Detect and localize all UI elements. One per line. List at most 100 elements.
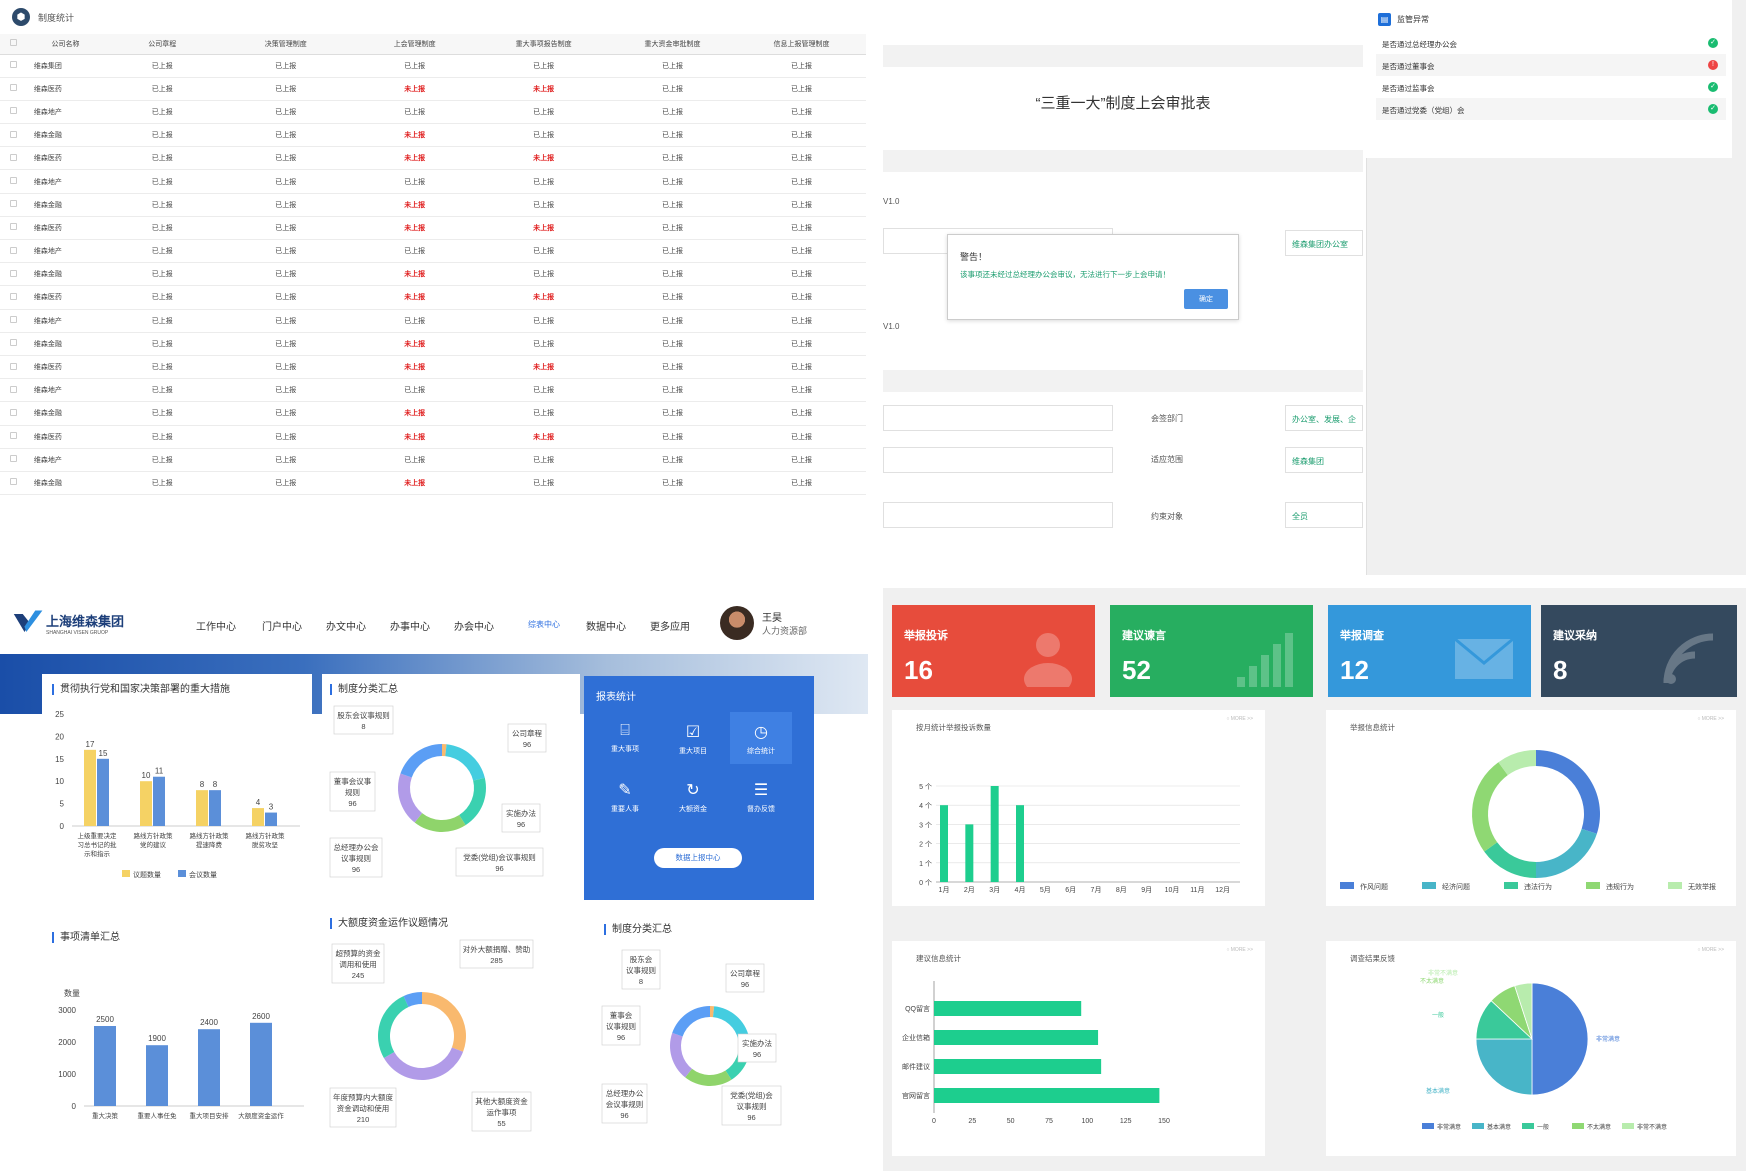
row-checkbox[interactable] bbox=[10, 130, 18, 138]
row-checkbox[interactable] bbox=[10, 455, 18, 463]
row-select-cell[interactable] bbox=[0, 54, 28, 78]
report-button[interactable]: ◷ 综合统计 bbox=[730, 712, 792, 764]
dialog-confirm-button[interactable]: 确定 bbox=[1184, 289, 1228, 309]
row-select-cell[interactable] bbox=[0, 146, 28, 171]
report-button-label: 重大事项 bbox=[611, 746, 639, 753]
org-field[interactable]: 维森集团办公室 bbox=[1285, 230, 1363, 256]
check-icon: ✓ bbox=[1708, 38, 1718, 48]
row-select-cell[interactable] bbox=[0, 169, 28, 194]
row-checkbox[interactable] bbox=[10, 316, 18, 324]
row-checkbox[interactable] bbox=[10, 153, 18, 161]
row-select-cell[interactable] bbox=[0, 401, 28, 426]
y-tick-label: 1000 bbox=[58, 1070, 76, 1079]
row-select-cell[interactable] bbox=[0, 193, 28, 217]
stat-card[interactable]: 建议采纳 8 bbox=[1541, 605, 1737, 697]
user-profile[interactable]: 王昊 人力资源部 bbox=[720, 606, 807, 640]
row-checkbox[interactable] bbox=[10, 362, 18, 370]
row-select-cell[interactable] bbox=[0, 471, 28, 496]
x-tick-label: 重大项目安排 bbox=[190, 1111, 230, 1120]
report-status: 已上报 bbox=[221, 193, 351, 217]
report-status: 已上报 bbox=[737, 54, 866, 78]
report-status: 已上报 bbox=[479, 378, 609, 403]
row-checkbox[interactable] bbox=[10, 177, 18, 185]
icon-shape bbox=[1024, 663, 1072, 687]
more-link[interactable]: ○ MORE >> bbox=[1697, 947, 1724, 953]
row-checkbox[interactable] bbox=[10, 107, 18, 115]
nav-item[interactable]: 办事中心 bbox=[390, 622, 430, 633]
row-select-cell[interactable] bbox=[0, 262, 28, 287]
more-link[interactable]: ○ MORE >> bbox=[1226, 947, 1253, 953]
row-select-cell[interactable] bbox=[0, 309, 28, 333]
row-select-cell[interactable] bbox=[0, 448, 28, 472]
nav-item[interactable]: 门户中心 bbox=[262, 622, 302, 633]
scope-field[interactable]: 维森集团 bbox=[1285, 447, 1363, 473]
table-row: 维森地产 已上报 已上报 已上报 已上报 已上报 已上报 bbox=[0, 169, 866, 194]
supervision-item[interactable]: 是否通过董事会! bbox=[1376, 54, 1726, 76]
target-field[interactable]: 全员 bbox=[1285, 502, 1363, 528]
stat-label: 举报投诉 bbox=[904, 630, 948, 642]
row-checkbox[interactable] bbox=[10, 385, 18, 393]
row-checkbox[interactable] bbox=[10, 339, 18, 347]
supervision-header: ▤ 监管异常 bbox=[1378, 13, 1429, 26]
supervision-title: 监管异常 bbox=[1397, 15, 1429, 24]
stat-card[interactable]: 举报投诉 16 bbox=[892, 605, 1095, 697]
row-select-cell[interactable] bbox=[0, 425, 28, 449]
form-input-3[interactable] bbox=[883, 447, 1113, 473]
nav-item[interactable]: 办文中心 bbox=[326, 622, 366, 633]
row-select-cell[interactable] bbox=[0, 216, 28, 241]
supervision-item[interactable]: 是否通过监事会 ✓ bbox=[1376, 76, 1726, 98]
nav-item[interactable]: 数据中心 bbox=[586, 622, 626, 633]
data-report-center-button[interactable]: 数据上报中心 bbox=[654, 848, 742, 868]
stat-card[interactable]: 建议谏言 52 bbox=[1110, 605, 1313, 697]
stat-card[interactable]: 举报调查 12 bbox=[1328, 605, 1531, 697]
row-checkbox[interactable] bbox=[10, 269, 18, 277]
more-link[interactable]: ○ MORE >> bbox=[1226, 716, 1253, 722]
x-tick-label: 2月 bbox=[964, 886, 975, 894]
countersign-dept-field[interactable]: 办公室、发展、企 bbox=[1285, 405, 1363, 431]
supervision-item[interactable]: 是否通过总经理办公会 ✓ bbox=[1376, 32, 1726, 54]
row-checkbox[interactable] bbox=[10, 408, 18, 416]
report-button[interactable]: ⌸ 重大事项 bbox=[594, 712, 656, 764]
row-select-cell[interactable] bbox=[0, 355, 28, 380]
bar bbox=[84, 749, 96, 826]
row-select-cell[interactable] bbox=[0, 378, 28, 403]
select-all-cell[interactable] bbox=[0, 34, 28, 55]
supervision-item[interactable]: 是否通过党委（党组）会 ✓ bbox=[1376, 98, 1726, 120]
row-select-cell[interactable] bbox=[0, 285, 28, 310]
row-checkbox[interactable] bbox=[10, 292, 18, 300]
bar bbox=[265, 812, 277, 826]
avatar[interactable] bbox=[720, 606, 754, 640]
row-checkbox[interactable] bbox=[10, 432, 18, 440]
row-checkbox[interactable] bbox=[10, 200, 18, 208]
more-link[interactable]: ○ MORE >> bbox=[1697, 716, 1724, 722]
report-status: 已上报 bbox=[221, 448, 351, 472]
report-button[interactable]: ☑ 重大项目 bbox=[662, 712, 724, 764]
brand-name: 上海维森集团 bbox=[46, 613, 125, 629]
row-select-cell[interactable] bbox=[0, 332, 28, 356]
donut-label: 96 bbox=[523, 740, 531, 749]
row-select-cell[interactable] bbox=[0, 100, 28, 125]
row-select-cell[interactable] bbox=[0, 239, 28, 264]
row-checkbox[interactable] bbox=[10, 84, 18, 92]
report-button[interactable]: ☰ 督办反馈 bbox=[730, 770, 792, 822]
row-checkbox[interactable] bbox=[10, 61, 18, 69]
column-header: 公司章程 bbox=[103, 34, 222, 55]
report-status: 已上报 bbox=[103, 332, 222, 356]
nav-item[interactable]: 办会中心 bbox=[454, 622, 494, 633]
nav-item[interactable]: 工作中心 bbox=[196, 622, 236, 633]
monthly-complaints-chart: 0 个 1 个 2 个 3 个 4 个 5 个 1月 2月 3月 4月 5月 6月 7月 8月 9月 10月 1… bbox=[919, 783, 1240, 894]
form-input-4[interactable] bbox=[883, 502, 1113, 528]
row-checkbox[interactable] bbox=[10, 478, 18, 486]
report-button[interactable]: ↻ 大额资金 bbox=[662, 770, 724, 822]
bar bbox=[965, 824, 974, 882]
row-checkbox[interactable] bbox=[10, 223, 18, 231]
row-select-cell[interactable] bbox=[0, 123, 28, 148]
form-input-2[interactable] bbox=[883, 405, 1113, 431]
report-button[interactable]: ✎ 重要人事 bbox=[594, 770, 656, 822]
row-checkbox[interactable] bbox=[10, 246, 18, 254]
nav-item[interactable]: 综表中心 bbox=[528, 620, 560, 629]
row-select-cell[interactable] bbox=[0, 77, 28, 101]
slice-label: 一般 bbox=[1432, 1011, 1444, 1019]
select-all-checkbox[interactable] bbox=[10, 39, 18, 47]
nav-item[interactable]: 更多应用 bbox=[650, 622, 690, 633]
